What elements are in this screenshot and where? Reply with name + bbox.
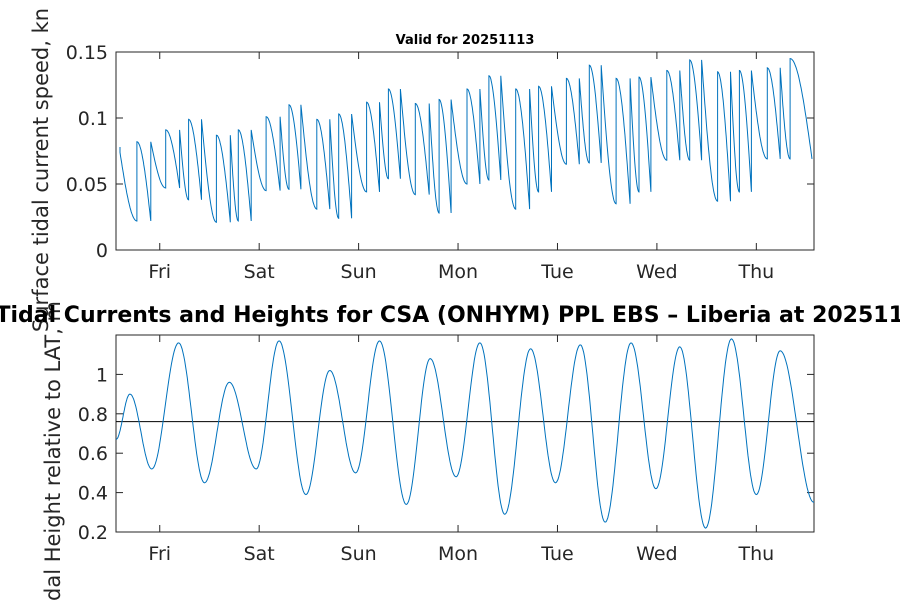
tidal-height-series-line — [115, 338, 815, 529]
x-tick-label-thu: Thu — [737, 261, 774, 283]
x-tick-label-sun: Sun — [341, 261, 377, 283]
y-tick-label: 0.6 — [78, 443, 108, 465]
current-speed-y-ticks: 0 0.05 0.1 0.15 — [66, 42, 814, 262]
y-tick-label: 0.15 — [66, 42, 108, 64]
tidal-height-y-axis-label: Tidal Height relative to LAT, m — [41, 301, 65, 600]
current-speed-x-ticks: Fri Sat Sun Mon Tue Wed Thu — [148, 52, 774, 283]
current-speed-series-line — [119, 58, 813, 224]
y-tick-label: 0.4 — [78, 483, 108, 505]
y-tick-label: 1 — [96, 364, 108, 386]
tidal-height-x-ticks: Fri Sat Sun Mon Tue Wed Thu — [148, 335, 774, 565]
x-tick-label-sat: Sat — [244, 543, 275, 565]
y-tick-label: 0.8 — [78, 404, 108, 426]
x-tick-label-thu: Thu — [737, 543, 774, 565]
y-tick-label: 0.1 — [78, 108, 108, 130]
y-tick-label: 0.2 — [78, 522, 108, 544]
y-tick-label: 0 — [96, 240, 108, 262]
current-speed-panel-title: Valid for 20251113 — [396, 33, 535, 48]
x-tick-label-tue: Tue — [540, 543, 573, 565]
x-tick-label-sun: Sun — [341, 543, 377, 565]
x-tick-label-mon: Mon — [438, 543, 478, 565]
tidal-height-panel: 0.2 0.4 0.6 0.8 1 Fri Sat Sun Mon Tue Wed Thu Tida… — [41, 301, 815, 600]
tidal-height-y-ticks: 0.2 0.4 0.6 0.8 1 — [78, 364, 814, 544]
current-speed-axes-box — [115, 51, 815, 251]
figure-main-title: Tidal Currents and Heights for CSA (ONHY… — [0, 303, 900, 328]
x-tick-label-fri: Fri — [148, 261, 171, 283]
x-tick-label-fri: Fri — [148, 543, 171, 565]
x-tick-label-mon: Mon — [438, 261, 478, 283]
y-tick-label: 0.05 — [66, 174, 108, 196]
current-speed-panel: 0 0.05 0.1 0.15 Fri Sat Sun Mon Tue Wed Thu Valid… — [29, 8, 815, 332]
current-speed-y-axis-label: Surface tidal current speed, kn — [29, 8, 53, 332]
x-tick-label-tue: Tue — [540, 261, 573, 283]
x-tick-label-sat: Sat — [244, 261, 275, 283]
x-tick-label-wed: Wed — [636, 261, 677, 283]
x-tick-label-wed: Wed — [636, 543, 677, 565]
